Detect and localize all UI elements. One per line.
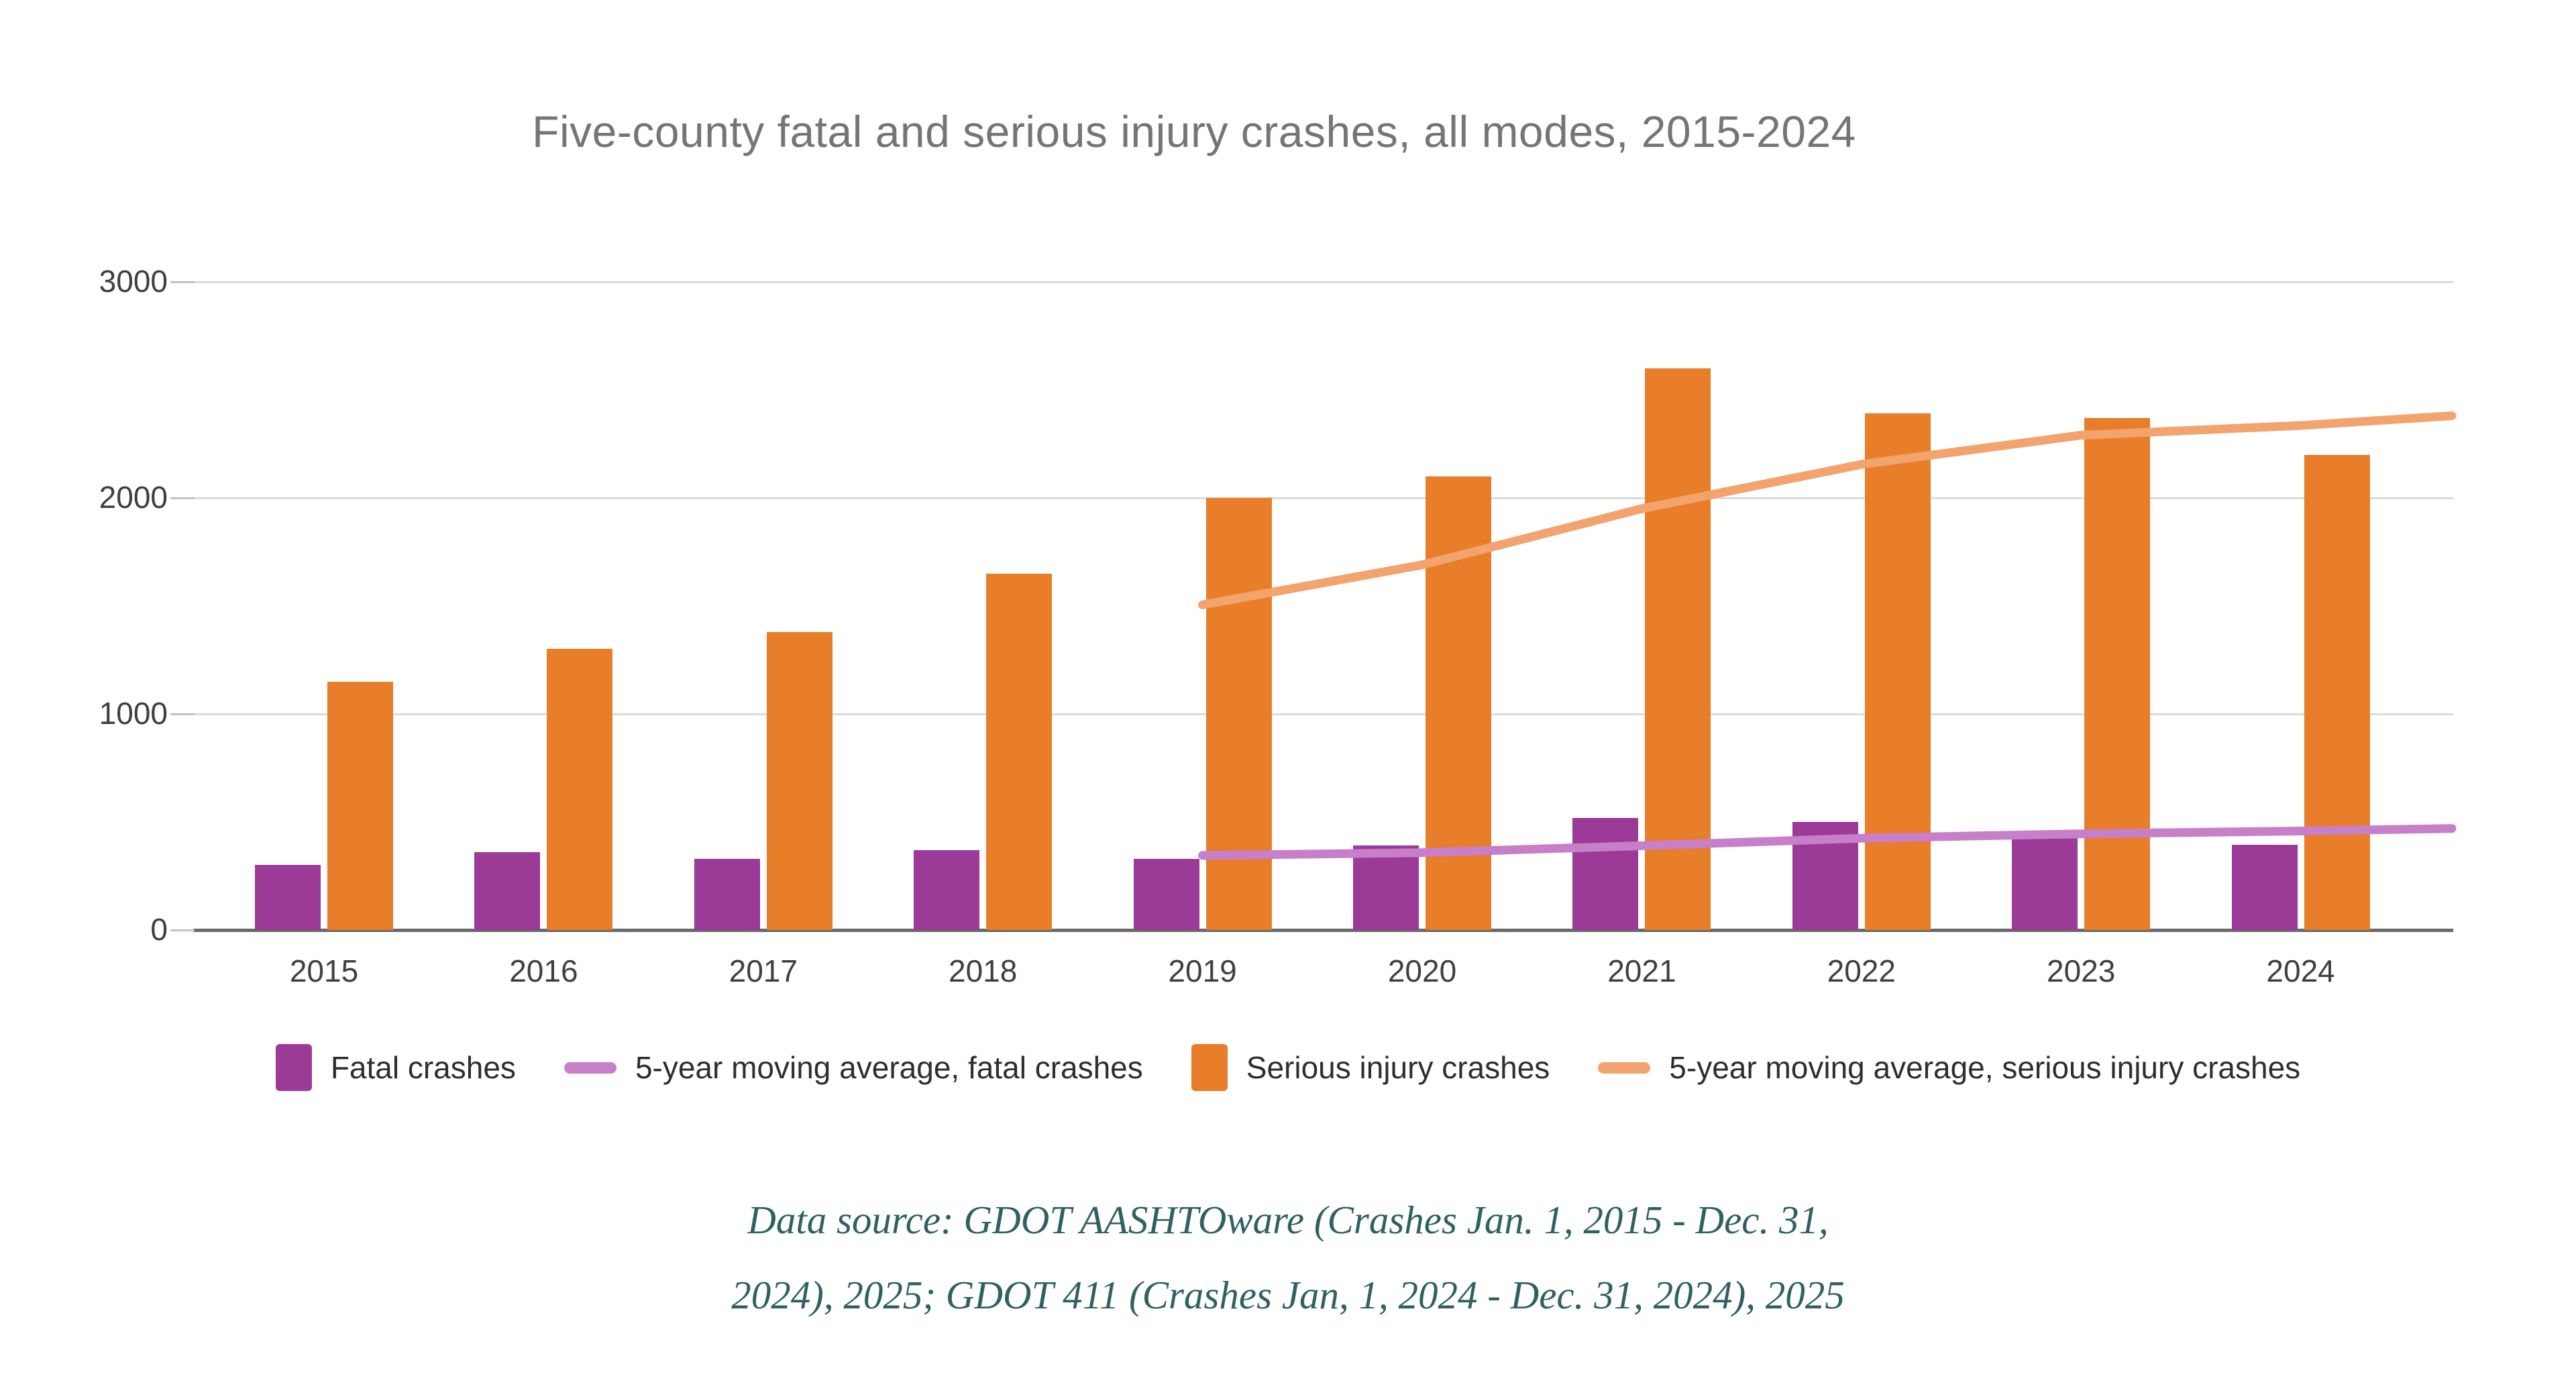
- legend-item-4: 5-year moving average, serious injury cr…: [1598, 1049, 2300, 1086]
- gridline-1000: [193, 713, 2453, 715]
- serious-injury-bar-2016: [547, 649, 613, 930]
- serious-injury-bar-2018: [986, 573, 1053, 930]
- chart-title: Five-county fatal and serious injury cra…: [532, 107, 1856, 156]
- gridline-3000: [193, 281, 2453, 283]
- x-axis-label-2021: 2021: [1607, 953, 1676, 988]
- legend-swatch-square-3: [1191, 1044, 1228, 1091]
- serious-injury-bar-2015: [327, 681, 393, 930]
- y-tick-1000: [170, 713, 195, 715]
- data-source-line-1: Data source: GDOT AASHTOware (Crashes Ja…: [747, 1198, 1829, 1242]
- serious-injury-bar-2021: [1645, 368, 1711, 930]
- x-axis-label-2022: 2022: [1827, 953, 1896, 988]
- fatal-crashes-bar-2015: [255, 865, 321, 930]
- x-axis-label-2019: 2019: [1168, 953, 1237, 988]
- legend-swatch-square-1: [275, 1044, 312, 1091]
- serious-injury-bar-2020: [1426, 476, 1491, 930]
- x-axis-label-2020: 2020: [1387, 953, 1457, 988]
- fatal-crashes-bar-2018: [914, 849, 980, 930]
- serious-injury-bar-2024: [2304, 454, 2370, 930]
- y-axis-label-3000: 3000: [99, 264, 168, 299]
- legend-label-2: 5-year moving average, fatal crashes: [635, 1050, 1143, 1085]
- y-tick-0: [170, 929, 195, 931]
- x-axis-label-2023: 2023: [2047, 953, 2116, 988]
- fatal-crashes-bar-2019: [1133, 858, 1199, 930]
- y-axis-label-0: 0: [150, 912, 168, 947]
- fatal-crashes-bar-2024: [2231, 844, 2298, 930]
- legend-swatch-line-2: [564, 1062, 616, 1074]
- serious-injury-bar-2022: [1864, 413, 1931, 930]
- y-tick-3000: [170, 281, 195, 283]
- legend-swatch-line-4: [1598, 1062, 1651, 1074]
- serious-injury-bar-2017: [766, 631, 833, 930]
- y-axis-label-2000: 2000: [99, 480, 168, 515]
- fatal-crashes-bar-2022: [1792, 822, 1858, 930]
- fatal-crashes-bar-2023: [2012, 837, 2078, 930]
- serious-moving-average-line: [1198, 411, 2457, 609]
- y-axis-label-1000: 1000: [99, 696, 168, 731]
- y-tick-2000: [170, 497, 195, 499]
- x-axis-line: [193, 929, 2453, 932]
- data-source-line-2: 2024), 2025; GDOT 411 (Crashes Jan, 1, 2…: [731, 1273, 1845, 1317]
- fatal-crashes-bar-2020: [1353, 845, 1419, 930]
- fatal-crashes-bar-2021: [1572, 817, 1639, 930]
- x-axis-label-2016: 2016: [509, 953, 578, 988]
- x-axis-label-2015: 2015: [289, 953, 359, 988]
- serious-injury-bar-2023: [2084, 417, 2151, 930]
- x-axis-label-2024: 2024: [2266, 953, 2335, 988]
- x-axis-label-2017: 2017: [729, 953, 798, 988]
- legend-label-4: 5-year moving average, serious injury cr…: [1669, 1050, 2301, 1085]
- legend: Fatal crashes 5-year moving average, fata…: [0, 1044, 2576, 1091]
- legend-label-3: Serious injury crashes: [1246, 1050, 1550, 1085]
- serious-injury-bar-2019: [1205, 498, 1272, 930]
- fatal-crashes-bar-2017: [694, 858, 760, 930]
- x-axis-label-2018: 2018: [949, 953, 1018, 988]
- legend-item-1: Fatal crashes: [275, 1044, 516, 1091]
- legend-item-2: 5-year moving average, fatal crashes: [564, 1049, 1143, 1086]
- legend-item-3: Serious injury crashes: [1191, 1044, 1550, 1091]
- data-source-note: Data source: GDOT AASHTOware (Crashes Ja…: [0, 1182, 2576, 1333]
- legend-label-1: Fatal crashes: [330, 1050, 516, 1085]
- fatal-crashes-bar-2016: [474, 852, 541, 930]
